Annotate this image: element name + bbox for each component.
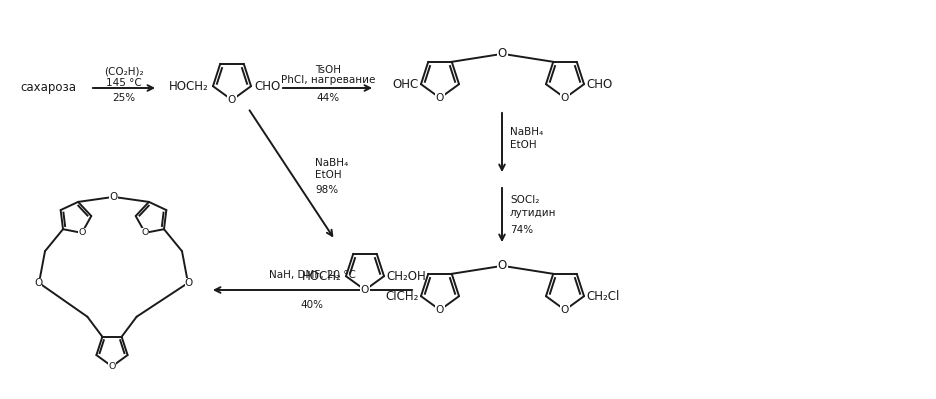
Text: O: O [110,192,118,202]
Text: CHO: CHO [585,78,611,91]
Text: O: O [34,278,42,288]
Text: 44%: 44% [316,93,339,103]
Text: O: O [435,93,444,103]
Text: CHO: CHO [254,80,280,93]
Text: O: O [109,362,115,371]
Text: OHC: OHC [392,78,418,91]
Text: HOCH₂: HOCH₂ [169,80,209,93]
Text: O: O [561,93,568,103]
Text: CH₂Cl: CH₂Cl [585,290,619,303]
Text: лутидин: лутидин [509,208,556,218]
Text: NaBH₄: NaBH₄ [314,158,348,168]
Text: O: O [227,95,236,105]
Text: O: O [360,285,369,295]
Text: 145 °C: 145 °C [106,78,141,88]
Text: O: O [184,278,193,288]
Text: CH₂OH: CH₂OH [386,270,425,282]
Text: SOCl₂: SOCl₂ [509,195,539,205]
Text: O: O [561,305,568,315]
Text: ClCH₂: ClCH₂ [386,290,418,303]
Text: NaH, DMF, 20 °C: NaH, DMF, 20 °C [269,270,355,280]
Text: (CO₂H)₂: (CO₂H)₂ [104,67,143,77]
Text: сахароза: сахароза [20,81,76,95]
Text: 74%: 74% [509,225,533,235]
Text: 98%: 98% [314,185,338,195]
Text: EtOH: EtOH [314,170,342,180]
Text: TsOH: TsOH [314,65,341,75]
Text: O: O [141,228,149,237]
Text: HOCH₂: HOCH₂ [302,270,342,282]
Text: O: O [497,47,506,60]
Text: PhCl, нагревание: PhCl, нагревание [281,75,374,85]
Text: NaBH₄: NaBH₄ [509,127,543,137]
Text: O: O [435,305,444,315]
Text: 25%: 25% [112,93,136,103]
Text: EtOH: EtOH [509,140,536,150]
Text: O: O [79,228,85,237]
Text: O: O [497,259,506,273]
Text: 40%: 40% [300,300,323,310]
